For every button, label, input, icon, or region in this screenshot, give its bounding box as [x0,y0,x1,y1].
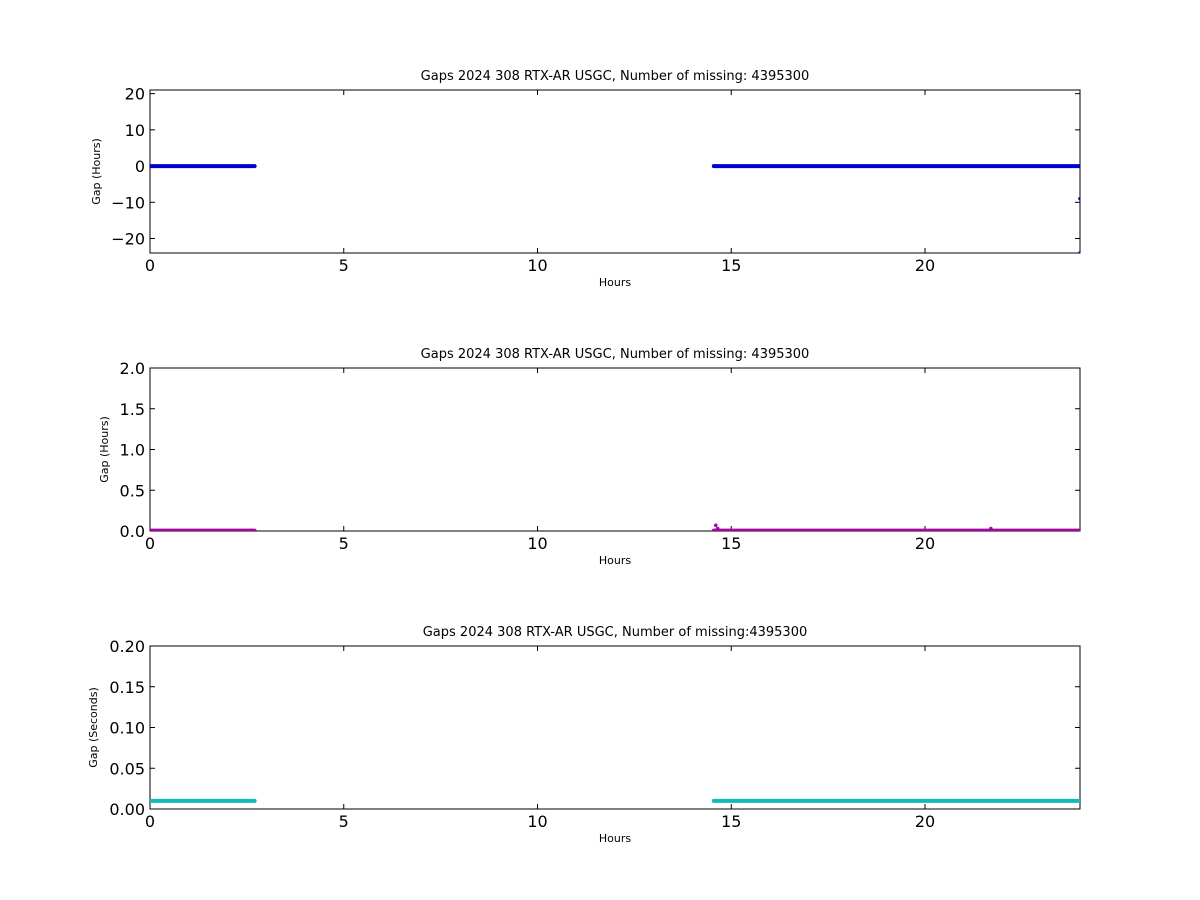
data-point [713,523,718,528]
y-tick-label: 1.0 [120,441,145,460]
y-tick-label: 0.05 [109,759,145,778]
data-point [712,799,716,803]
x-tick-label: 0 [145,534,155,553]
x-tick-label: 15 [721,256,741,275]
x-tick-label: 5 [339,534,349,553]
y-tick-label: 0.5 [120,481,145,500]
x-tick-label: 10 [527,812,547,831]
x-tick-label: 20 [915,534,935,553]
x-tick-label: 0 [145,812,155,831]
y-tick-label: 2.0 [120,359,145,378]
y-tick-label: 0.00 [109,800,145,819]
x-tick-label: 5 [339,256,349,275]
x-axis-label: Hours [599,554,631,567]
y-tick-label: 10 [125,121,145,140]
data-point [989,526,993,531]
x-tick-label: 10 [527,256,547,275]
plot-area [149,645,1081,810]
x-tick-label: 15 [721,534,741,553]
y-tick-label: −10 [111,193,145,212]
y-tick-label: −20 [111,230,145,249]
chart-panel-3: Gaps 2024 308 RTX-AR USGC, Number of mis… [87,625,1081,845]
plot-area [149,367,1081,532]
chart-title: Gaps 2024 308 RTX-AR USGC, Number of mis… [423,625,808,640]
data-series [150,164,1080,253]
y-tick-label: 0.10 [109,719,145,738]
x-tick-label: 5 [339,812,349,831]
x-axis-label: Hours [599,832,631,845]
y-tick-label: 0.15 [109,678,145,697]
data-point [715,526,720,531]
y-tick-label: 0.0 [120,522,145,541]
y-tick-label: 20 [125,85,145,104]
data-point [1078,196,1080,201]
x-tick-label: 20 [915,256,935,275]
y-axis-label: Gap (Hours) [90,138,103,205]
y-axis-label: Gap (Hours) [98,416,111,483]
x-tick-label: 20 [915,812,935,831]
y-tick-label: 0.20 [109,637,145,656]
chart-title: Gaps 2024 308 RTX-AR USGC, Number of mis… [421,69,810,84]
data-point [712,164,716,168]
plot-area [149,89,1081,254]
y-axis-label: Gap (Seconds) [87,687,100,768]
chart-panel-1: Gaps 2024 308 RTX-AR USGC, Number of mis… [90,69,1081,289]
x-axis-label: Hours [599,276,631,289]
x-tick-label: 10 [527,534,547,553]
chart-title: Gaps 2024 308 RTX-AR USGC, Number of mis… [421,347,810,362]
data-point [1078,251,1080,253]
y-tick-label: 1.5 [120,400,145,419]
x-tick-label: 15 [721,812,741,831]
data-series [150,523,1080,531]
y-tick-label: 0 [135,157,145,176]
x-tick-label: 0 [145,256,155,275]
chart-panel-2: Gaps 2024 308 RTX-AR USGC, Number of mis… [98,347,1081,567]
data-series [150,798,1080,803]
